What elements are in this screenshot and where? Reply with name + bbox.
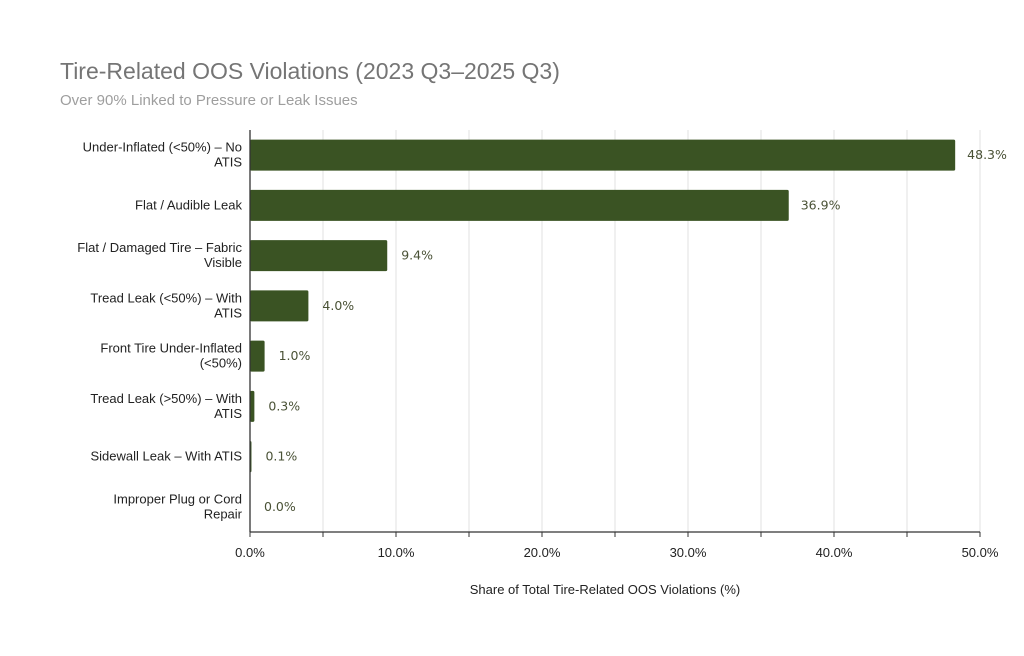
- data-label: 0.1%: [265, 449, 297, 464]
- x-tick-label: 50.0%: [962, 545, 999, 560]
- category-label: Under-Inflated (<50%) – No: [83, 140, 242, 155]
- data-label: 4.0%: [322, 298, 354, 313]
- bar: [250, 240, 388, 272]
- category-label: Improper Plug or Cord: [113, 491, 242, 506]
- x-tick-label: 0.0%: [235, 545, 265, 560]
- bar: [250, 340, 265, 372]
- category-label: Flat / Damaged Tire – Fabric: [77, 240, 242, 255]
- category-label: Visible: [204, 255, 242, 270]
- bar: [250, 189, 789, 221]
- data-label: 0.0%: [264, 499, 296, 514]
- category-label: Flat / Audible Leak: [135, 197, 242, 212]
- data-label: 36.9%: [801, 197, 841, 212]
- bar: [250, 390, 255, 422]
- data-label: 48.3%: [967, 147, 1007, 162]
- category-label: Sidewall Leak – With ATIS: [91, 449, 243, 464]
- category-label: Tread Leak (<50%) – With: [90, 290, 242, 305]
- category-label: Front Tire Under-Inflated: [100, 341, 242, 356]
- category-label: ATIS: [214, 406, 242, 421]
- x-axis-title: Share of Total Tire-Related OOS Violatio…: [470, 582, 740, 597]
- category-label: Tread Leak (>50%) – With: [90, 391, 242, 406]
- chart-subtitle: Over 90% Linked to Pressure or Leak Issu…: [60, 92, 358, 109]
- category-label: (<50%): [200, 356, 242, 371]
- bar: [250, 139, 956, 171]
- x-tick-label: 20.0%: [524, 545, 561, 560]
- data-label: 0.3%: [268, 398, 300, 413]
- category-label: Repair: [204, 506, 243, 521]
- bar: [250, 290, 309, 322]
- x-tick-label: 10.0%: [378, 545, 415, 560]
- data-label: 1.0%: [279, 348, 311, 363]
- category-label: ATIS: [214, 155, 242, 170]
- chart-title: Tire-Related OOS Violations (2023 Q3–202…: [60, 58, 560, 84]
- x-tick-label: 30.0%: [670, 545, 707, 560]
- category-label: ATIS: [214, 305, 242, 320]
- x-tick-label: 40.0%: [816, 545, 853, 560]
- data-label: 9.4%: [401, 248, 433, 263]
